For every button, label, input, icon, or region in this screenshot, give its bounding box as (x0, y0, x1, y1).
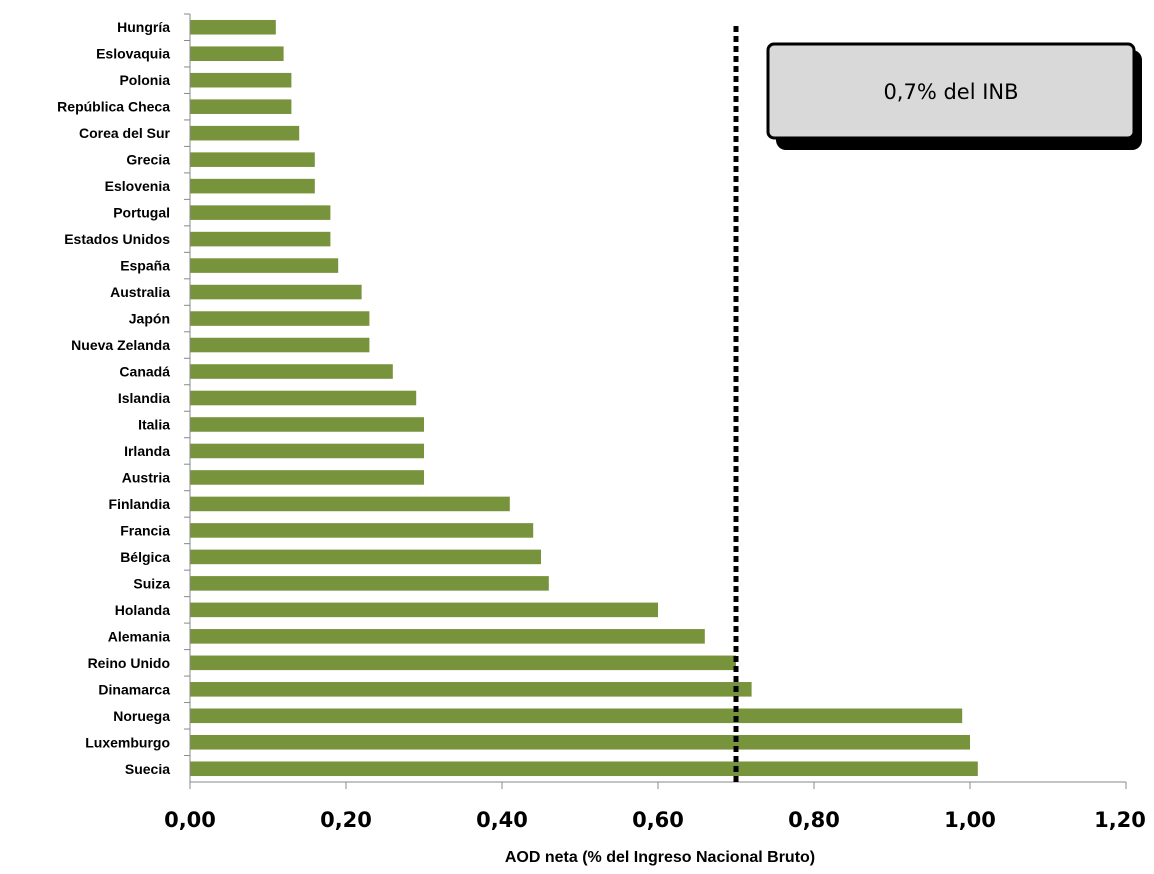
bar (190, 470, 424, 485)
category-label: Australia (110, 284, 170, 300)
bar (190, 72, 292, 88)
bar (190, 284, 362, 300)
callout-text: 0,7% del INB (883, 80, 1018, 104)
bar (190, 19, 276, 35)
category-label: Francia (120, 522, 170, 538)
category-label: República Checa (57, 99, 170, 115)
category-label: Islandia (118, 390, 170, 406)
bar (190, 496, 510, 512)
x-tick-label: 0,20 (320, 808, 372, 832)
x-tick-label: 0,60 (632, 808, 684, 832)
category-label: Eslovenia (105, 178, 171, 194)
bar (190, 655, 736, 671)
category-labels: Hungría Eslovaquia Polonia República Checa C… (57, 19, 170, 777)
category-label: Eslovaquia (96, 46, 170, 62)
category-label: Bélgica (120, 549, 170, 565)
bar (190, 708, 963, 724)
bar (190, 364, 393, 379)
category-label: Nueva Zelanda (71, 337, 170, 353)
category-label: España (120, 258, 170, 274)
x-tick-label: 0,00 (164, 808, 216, 832)
bar (190, 46, 284, 62)
category-label: Noruega (113, 708, 170, 724)
bar (190, 549, 541, 565)
bar (190, 443, 424, 459)
category-label: Corea del Sur (79, 125, 171, 141)
category-label: Canadá (119, 364, 170, 380)
category-label: Irlanda (124, 443, 170, 459)
bar (190, 417, 424, 432)
category-label: Luxemburgo (85, 734, 170, 750)
category-label: Estados Unidos (64, 231, 170, 247)
category-label: Japón (129, 311, 170, 327)
bars-group (190, 19, 978, 777)
bar (190, 390, 417, 406)
bar (190, 231, 331, 247)
category-label: Holanda (115, 602, 170, 618)
bar (190, 178, 315, 194)
bar (190, 682, 752, 697)
category-label: Finlandia (109, 496, 171, 512)
bar (190, 125, 300, 141)
x-axis-title: AOD neta (% del Ingreso Nacional Bruto) (505, 849, 815, 866)
bar (190, 258, 339, 273)
bar (190, 734, 970, 750)
category-label: Suecia (125, 761, 170, 777)
x-tick-label: 0,40 (476, 808, 528, 832)
category-label: Dinamarca (98, 681, 170, 697)
bar (190, 152, 315, 167)
x-tick-label: 1,20 (1094, 808, 1146, 832)
category-label: Italia (138, 416, 170, 432)
x-tick-labels: 0,00 0,20 0,40 0,60 0,80 1,00 1,20 (164, 808, 1146, 832)
bar (190, 576, 549, 591)
bar (190, 337, 370, 353)
category-label: Suiza (133, 575, 170, 591)
bar (190, 629, 705, 644)
category-label: Alemania (108, 628, 170, 644)
x-tick-label: 0,80 (788, 808, 840, 832)
bar (190, 99, 292, 114)
x-tick-label: 1,00 (944, 808, 996, 832)
bar (190, 523, 534, 538)
category-label: Reino Unido (88, 655, 170, 671)
axes (184, 13, 1127, 789)
bar (190, 602, 658, 618)
category-label: Polonia (119, 72, 170, 88)
bar (190, 205, 331, 220)
callout-box (766, 42, 1136, 140)
category-label: Portugal (113, 205, 170, 221)
bar (190, 311, 370, 326)
category-label: Austria (122, 469, 170, 485)
annotation-callout: 0,7% del INB (766, 42, 1142, 150)
category-label: Grecia (126, 152, 170, 168)
category-label: Hungría (117, 19, 170, 35)
bar (190, 761, 978, 777)
